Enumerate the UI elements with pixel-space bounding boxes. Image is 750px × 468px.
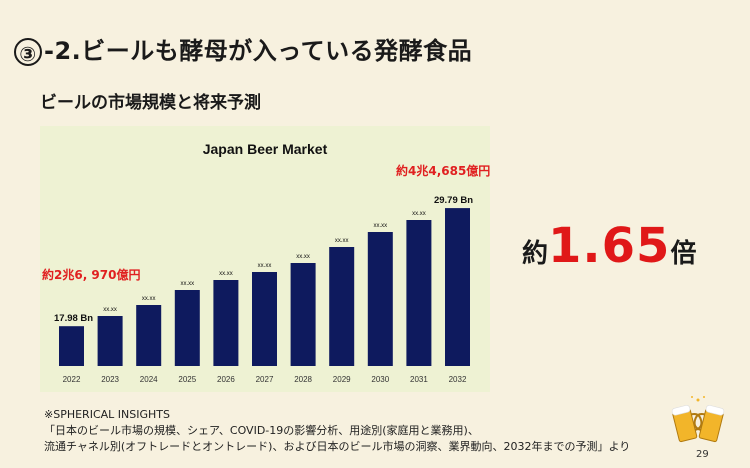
bar-2023 (97, 316, 123, 366)
x-tick-2032: 2032 (449, 375, 467, 384)
bar-2031 (406, 220, 432, 366)
growth-prefix: 約 (522, 239, 549, 269)
bar-2030 (367, 232, 393, 366)
data-label-2032: 29.79 Bn (434, 195, 473, 206)
slide-subtitle: ビールの市場規模と将来予測 (40, 93, 261, 113)
x-tick-2025: 2025 (178, 375, 196, 384)
slide-title-text: -2.ビールも酵母が入っている発酵食品 (44, 37, 473, 65)
x-tick-2023: 2023 (101, 375, 119, 384)
source-line-3: 流通チャネル別(オフトレードとオントレード)、および日本のビール市場の洞察、業界… (44, 440, 631, 453)
x-tick-2031: 2031 (410, 375, 428, 384)
note-2022-value: 約2兆6, 970億円 (42, 268, 141, 282)
data-label-2026: xx.xx (219, 271, 233, 277)
bar-2028 (290, 263, 316, 366)
bar-2029 (329, 247, 355, 366)
growth-multiplier: 約1.65倍 (522, 218, 696, 274)
source-citation: ※SPHERICAL INSIGHTS 「日本のビール市場の規模、シェア、COV… (44, 407, 630, 455)
bar-2032 (445, 208, 470, 366)
page-number: 29 (696, 449, 709, 460)
bar-chart: Japan Beer Market 17.98 Bn xx.xx xx.xx xx.x… (54, 141, 473, 384)
x-tick-2029: 2029 (333, 375, 351, 384)
bar-2024 (136, 305, 162, 366)
beer-cheers-icon (671, 396, 725, 443)
data-label-2022: 17.98 Bn (54, 313, 93, 324)
bar-2022 (59, 326, 84, 366)
x-tick-2030: 2030 (371, 375, 389, 384)
x-tick-2024: 2024 (140, 375, 158, 384)
note-2032-value: 約4兆4,685億円 (396, 164, 491, 178)
x-tick-2022: 2022 (63, 375, 81, 384)
bar-2027 (252, 272, 277, 366)
source-line-1: ※SPHERICAL INSIGHTS (44, 408, 170, 421)
source-line-2: 「日本のビール市場の規模、シェア、COVID-19の影響分析、用途別(家庭用と業… (44, 424, 479, 437)
data-label-2023: xx.xx (103, 307, 117, 313)
growth-suffix: 倍 (670, 239, 697, 269)
bar-2026 (213, 280, 239, 366)
bar-2025 (174, 290, 200, 366)
section-number-mark: ③ (14, 38, 42, 66)
x-tick-2027: 2027 (256, 375, 274, 384)
data-label-2024: xx.xx (142, 296, 156, 302)
data-label-2027: xx.xx (258, 263, 272, 269)
data-label-2031: xx.xx (412, 211, 426, 217)
x-tick-2028: 2028 (294, 375, 312, 384)
data-label-2030: xx.xx (373, 223, 387, 229)
chart-panel: Japan Beer Market 17.98 Bn xx.xx xx.xx xx.x… (40, 126, 490, 392)
slide-title: ③ -2.ビールも酵母が入っている発酵食品 (14, 31, 472, 66)
data-label-2028: xx.xx (296, 254, 310, 260)
x-tick-2026: 2026 (217, 375, 235, 384)
data-label-2029: xx.xx (335, 238, 349, 244)
growth-value: 1.65 (548, 218, 671, 274)
data-label-2025: xx.xx (180, 281, 194, 287)
chart-title: Japan Beer Market (203, 141, 328, 157)
